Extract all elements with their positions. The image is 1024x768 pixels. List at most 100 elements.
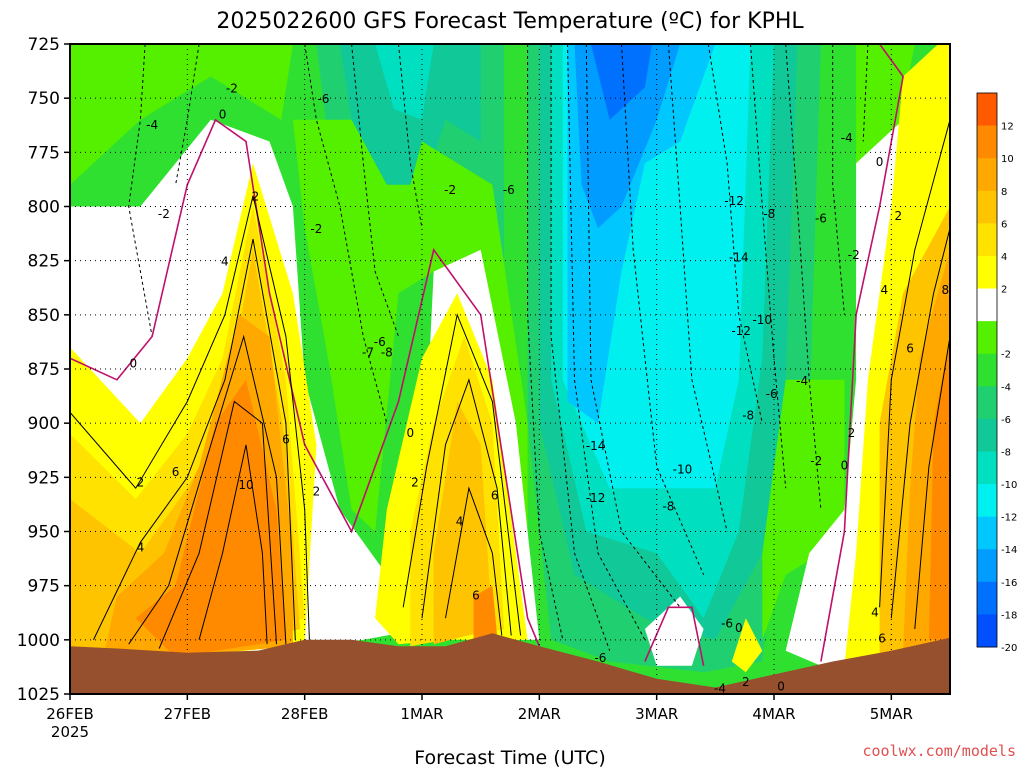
contour-line-negative xyxy=(862,44,869,142)
contour-label: -12 xyxy=(586,491,606,505)
contour-label: -2 xyxy=(226,81,238,95)
contour-label: -6 xyxy=(815,211,827,225)
colorbar-tick-label: -10 xyxy=(1001,480,1017,491)
colorbar-tick-label: 6 xyxy=(1001,219,1007,230)
colorbar-tick-label: 2 xyxy=(1001,285,1007,296)
colorbar-swatch xyxy=(977,386,997,420)
contour-label: -6 xyxy=(374,335,386,349)
contour-label: -6 xyxy=(317,92,329,106)
contour-label: -2 xyxy=(158,207,170,221)
colorbar-tick-label: 4 xyxy=(1001,252,1007,263)
contour-label: -7 xyxy=(362,346,374,360)
y-tick-label: 1025 xyxy=(17,685,60,705)
contour-label: -2 xyxy=(444,183,456,197)
x-tick-label: 1MAR xyxy=(400,705,443,723)
x-tick-label: 5MAR xyxy=(870,705,913,723)
contour-label: -4 xyxy=(841,131,853,145)
colorbar-tick-label: 10 xyxy=(1001,154,1014,165)
contour-line-negative xyxy=(398,44,423,229)
contour-line-positive xyxy=(128,334,287,645)
contour-label: 2 xyxy=(252,190,260,204)
colorbar-tick-label: -16 xyxy=(1001,578,1017,589)
contour-label: -10 xyxy=(752,313,772,327)
colorbar-swatch xyxy=(977,516,997,550)
contour-label: 2 xyxy=(137,476,145,490)
contour-line-negative xyxy=(567,44,646,641)
contour-label: 6 xyxy=(172,465,180,479)
colorbar-swatch xyxy=(977,158,997,192)
colorbar-frame xyxy=(976,92,998,648)
contour-lines-layer xyxy=(70,44,950,666)
contour-line-negative xyxy=(128,44,153,337)
contour-line-positive xyxy=(198,444,268,645)
colorbar-swatch xyxy=(977,484,997,518)
contour-line-positive xyxy=(890,228,950,619)
contour-label: -14 xyxy=(586,439,606,453)
y-tick-label: 900 xyxy=(28,414,60,434)
colorbar-swatch xyxy=(977,614,997,648)
contour-label: 4 xyxy=(871,606,879,620)
contour-labels-layer: -2-402-2-2-6-2 -640-6-8-7661024202466-14-… xyxy=(130,81,950,694)
contour-label: 4 xyxy=(880,283,888,297)
colorbar-tick-label: -8 xyxy=(1001,447,1011,458)
y-tick-label: 1000 xyxy=(17,631,60,651)
contour-line-positive xyxy=(879,119,950,608)
colorbar-tick-label: -6 xyxy=(1001,415,1011,426)
contour-label: -4 xyxy=(146,118,158,132)
colorbar-tick-label: 8 xyxy=(1001,187,1007,198)
x-tick-label: 3MAR xyxy=(635,705,678,723)
contour-line-positive xyxy=(445,486,503,636)
contour-label: -6 xyxy=(503,183,515,197)
colorbar-tick-label: -2 xyxy=(1001,350,1011,361)
y-tick-label: 850 xyxy=(28,306,60,326)
contour-line-positive xyxy=(70,195,310,640)
contour-label: -4 xyxy=(796,374,808,388)
colorbar-swatch xyxy=(977,223,997,257)
y-tick-label: 825 xyxy=(28,252,60,272)
contour-line-negative xyxy=(351,44,399,337)
colorbar-swatch xyxy=(977,190,997,224)
y-tick-label: 950 xyxy=(28,523,60,543)
contour-label: -6 xyxy=(766,387,778,401)
y-tick-label: 925 xyxy=(28,468,60,488)
contour-label: 6 xyxy=(878,632,886,646)
y-tick-label: 800 xyxy=(28,198,60,218)
y-tick-label: 975 xyxy=(28,577,60,597)
temperature-band xyxy=(70,44,293,185)
contour-label: -6 xyxy=(721,617,733,631)
contour-label: 8 xyxy=(941,283,949,297)
contour-label: -12 xyxy=(724,194,744,208)
contour-label: 10 xyxy=(238,478,253,492)
plot-area: -2-402-2-2-6-2 -640-6-8-7661024202466-14-… xyxy=(70,44,950,694)
contour-line-negative xyxy=(707,44,763,424)
contour-label: 0 xyxy=(876,155,884,169)
contour-label: -6 xyxy=(594,651,606,665)
contour-line-positive xyxy=(914,336,950,630)
x-axis-label: Forecast Time (UTC) xyxy=(414,747,605,768)
contour-label: 0 xyxy=(841,458,849,472)
colorbar-tick-label: -20 xyxy=(1001,643,1017,654)
colorbar-swatch xyxy=(977,353,997,387)
contour-line-negative xyxy=(832,44,845,315)
contour-label: 4 xyxy=(456,515,464,529)
contour-label: -14 xyxy=(729,250,749,264)
contour-label: 4 xyxy=(137,541,145,555)
y-tick-label: 875 xyxy=(28,360,60,380)
colorbar-tick-label: -4 xyxy=(1001,382,1011,393)
credit-link[interactable]: coolwx.com/models xyxy=(862,742,1016,760)
temperature-band xyxy=(731,618,763,673)
temperature-band xyxy=(135,379,286,658)
contour-line-positive xyxy=(421,378,512,636)
contour-label: -10 xyxy=(673,463,693,477)
contour-label: 6 xyxy=(282,432,290,446)
temperature-band xyxy=(574,44,681,229)
temperature-band xyxy=(591,44,652,120)
colorbar-swatch xyxy=(977,93,997,127)
contour-label: 6 xyxy=(491,489,499,503)
colorbar-swatch xyxy=(977,125,997,159)
contour-line-negative xyxy=(621,44,705,575)
contour-label: 0 xyxy=(219,107,227,121)
x-tick-label: 28FEB xyxy=(281,705,328,723)
contour-label: 0 xyxy=(130,357,138,371)
